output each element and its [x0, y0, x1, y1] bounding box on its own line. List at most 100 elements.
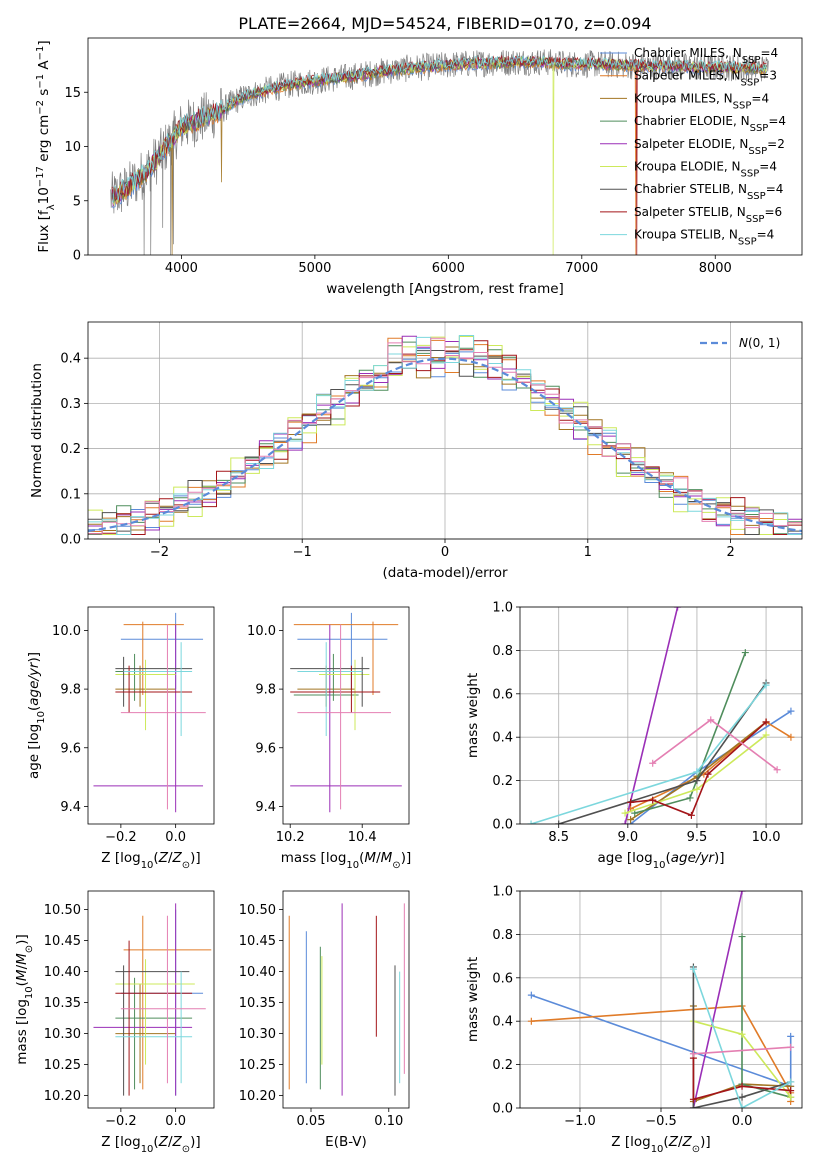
- y-axis-label-part: −17: [35, 166, 46, 187]
- age-vs-mass-plot-area: [290, 612, 402, 813]
- weight-point: [555, 820, 563, 824]
- weight-point: [738, 933, 746, 941]
- legend-count: =2: [767, 137, 785, 151]
- weight-point: [689, 1095, 697, 1103]
- weight-point: [527, 1017, 535, 1025]
- weight-point: [762, 718, 770, 726]
- x-tick-label: 10.0: [752, 830, 781, 845]
- x-tick-label: −0.5: [645, 1114, 677, 1129]
- legend-name: Salpeter MILES, N: [634, 69, 741, 83]
- y-tick-label: 0.0: [492, 1102, 513, 1117]
- weight-line: [692, 968, 792, 1108]
- y-tick-label: 10.35: [239, 996, 276, 1011]
- x-axis-label-part: age [log: [597, 850, 652, 866]
- y-axis-label: age [log10(age/yr)]: [26, 652, 47, 779]
- x-axis-label: E(B-V): [325, 1134, 367, 1150]
- legend-sub: SSP: [741, 168, 760, 179]
- mass-vs-ebv-axes: 0.05 0.10 10.20 10.25 10.30 10.35 10.40 10.45 10…: [239, 890, 410, 1150]
- x-tick-label: 0.0: [165, 830, 186, 845]
- x-axis-label-part: Z [log: [101, 1134, 140, 1150]
- axes-frame: [87, 37, 803, 256]
- weight-point: [704, 770, 712, 778]
- weight-point: [738, 1030, 746, 1038]
- legend-name: Salpeter ELODIE, N: [634, 137, 748, 151]
- axes-frame: [87, 606, 215, 825]
- weight-point: [649, 759, 657, 767]
- weight-line: [693, 1046, 791, 1055]
- legend-label: Salpeter ELODIE, NSSP=2: [634, 137, 785, 157]
- legend-count: =4: [768, 114, 786, 128]
- y-tick-label: 1.0: [492, 601, 513, 616]
- residual-hist-axes: −2 −1 0 1 2 0.0 0.1 0.2 0.3 0.4 (data-model)/error…: [29, 321, 803, 581]
- y-axis-label-part: )]: [26, 652, 42, 663]
- axes-frame: [519, 606, 803, 825]
- hist-step-line: [88, 337, 802, 535]
- weight-point: [787, 1043, 795, 1051]
- x-tick-label: 0.0: [165, 1114, 186, 1129]
- legend-sub: SSP: [747, 191, 766, 202]
- y-tick-label: 10.50: [44, 903, 81, 918]
- y-tick-label: 10.45: [239, 934, 276, 949]
- weight-vs-Z-axes: −1.0 −0.5 0.00.00.20.40.60.81.0Z [log10(Z/…: [465, 885, 803, 1155]
- x-axis-label-part: Z [log: [611, 1134, 650, 1150]
- legend-sub: SSP: [741, 77, 760, 88]
- y-axis-label: mass weight: [465, 673, 481, 758]
- x-axis-label: wavelength [Angstrom, rest frame]: [326, 281, 564, 297]
- weight-point: [689, 1050, 697, 1058]
- y-tick-label: 10.20: [44, 1089, 81, 1104]
- y-axis-label-part: age [log: [26, 724, 42, 779]
- x-tick-label: 0.10: [374, 1114, 403, 1129]
- y-tick-label: 0.0: [60, 533, 81, 548]
- y-tick-label: 0.4: [492, 1015, 513, 1030]
- y-axis-label-part: mass weight: [465, 673, 481, 758]
- y-axis-label: mass [log10(M/M⊙)]: [14, 934, 35, 1064]
- x-tick-label: 5000: [298, 261, 331, 276]
- x-tick-label: 6000: [432, 261, 465, 276]
- y-tick-label: 10.20: [239, 1089, 276, 1104]
- y-axis-label-part: erg cm: [36, 115, 52, 166]
- y-axis-label-part: −1: [35, 74, 46, 89]
- figure-title: PLATE=2664, MJD=54524, FIBERID=0170, z=0…: [238, 14, 651, 33]
- y-tick-label: 0.3: [60, 397, 81, 412]
- y-tick-label: 5: [73, 194, 81, 209]
- weight-line: [630, 721, 792, 810]
- x-tick-label: −0.2: [105, 830, 137, 845]
- weight-point: [527, 820, 535, 824]
- x-axis-label-part: (: [153, 1134, 158, 1150]
- x-tick-label: 10.4: [348, 830, 377, 845]
- axes-frame: [519, 890, 803, 1109]
- y-tick-label: 9.8: [255, 683, 276, 698]
- y-axis-label-part: Normed distribution: [29, 363, 45, 498]
- axes-frame: [87, 890, 215, 1109]
- legend-label: Chabrier MILES, NSSP=4: [634, 46, 778, 66]
- y-tick-label: 9.8: [60, 683, 81, 698]
- x-axis-label-part: )]: [190, 850, 201, 866]
- y-axis-label: Flux [fλ10−17 erg cm−2 s−1 A−1]: [35, 40, 57, 252]
- legend-sub: SSP: [742, 55, 761, 66]
- weight-point: [738, 1093, 746, 1101]
- weight-point: [787, 1078, 795, 1086]
- y-axis-label-part: 10: [24, 986, 35, 999]
- y-tick-label: 10.50: [239, 903, 276, 918]
- weight-point: [693, 768, 701, 776]
- weight-vs-age-axes: 8.5 9.0 9.5 10.0 0.0 0.2 0.4 0.6 0.8 1.0 age [log1…: [465, 601, 803, 871]
- legend-count: =4: [760, 46, 778, 60]
- x-tick-label: −1: [293, 545, 312, 560]
- weight-point: [687, 811, 695, 819]
- x-axis-label-part: (: [153, 850, 158, 866]
- legend-label: Chabrier STELIB, NSSP=4: [634, 182, 783, 202]
- x-axis-label: (data-model)/error: [382, 565, 508, 581]
- x-tick-label: −2: [150, 545, 169, 560]
- legend-name: Kroupa STELIB, N: [634, 228, 738, 242]
- legend-count: =4: [766, 182, 784, 196]
- x-axis-label-part: ⊙: [692, 1144, 700, 1155]
- y-tick-label: 0.0: [492, 818, 513, 833]
- legend-count: =4: [759, 160, 777, 174]
- weight-point: [787, 1093, 795, 1101]
- y-tick-label: 0.2: [60, 442, 81, 457]
- x-tick-label: 8000: [699, 261, 732, 276]
- y-tick-label: 0.8: [492, 644, 513, 659]
- y-axis-label-part: M: [14, 953, 30, 965]
